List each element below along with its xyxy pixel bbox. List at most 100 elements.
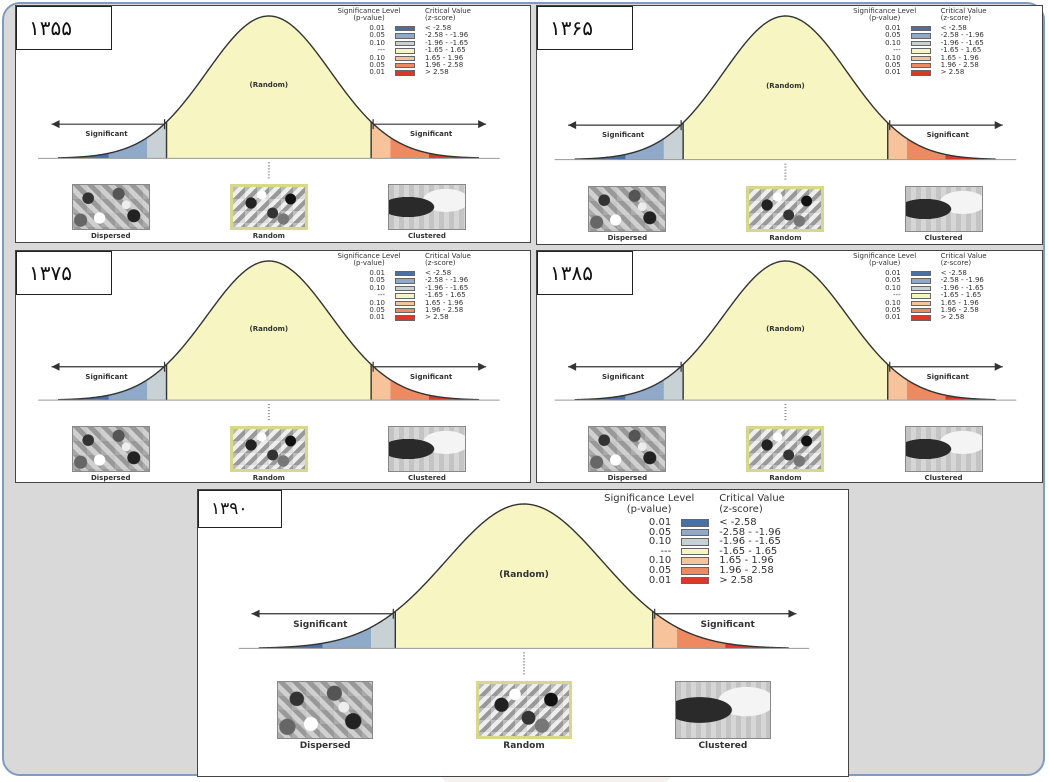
random-label: (Random) (249, 81, 289, 90)
dispersed-label: Dispersed (90, 474, 131, 483)
significant-left-label: Significant (602, 131, 645, 140)
random-map-label: Random (252, 232, 285, 241)
significant-right-label: Significant (926, 131, 969, 140)
legend-zscore-header: (z-score) (425, 259, 456, 268)
legend-swatch (910, 278, 931, 284)
curve-band-2 (371, 611, 396, 649)
legend-critical-header: Critical Value (425, 252, 471, 260)
legend-zscore: -1.65 - 1.65 (425, 291, 466, 300)
legend-pvalue: 0.10 (885, 283, 901, 292)
legend-sig-header: Significance Level (337, 252, 401, 260)
curve-band-0 (574, 395, 626, 401)
legend-pvalue: 0.05 (369, 61, 386, 69)
legend-zscore: > 2.58 (425, 313, 449, 322)
clustered-label: Clustered (407, 474, 446, 483)
curve-band-3 (166, 261, 372, 401)
curve-band-6 (725, 643, 790, 649)
legend-zscore: 1.96 - 2.58 (940, 306, 979, 314)
legend-zscore: > 2.58 (940, 68, 965, 77)
legend-zscore: -1.65 - 1.65 (719, 545, 778, 557)
legend-swatch (681, 538, 710, 546)
significant-left-label: Significant (602, 372, 645, 381)
significant-left-label: Significant (293, 619, 348, 630)
random-map (746, 426, 825, 473)
legend-critical-header: Critical Value (425, 7, 471, 15)
arrowhead-left (51, 362, 60, 371)
curve-outline (574, 15, 996, 160)
legend-sig-header: Significance Level (604, 493, 695, 504)
legend-swatch (910, 63, 931, 69)
curve-outline (258, 503, 789, 649)
curve-band-3 (166, 16, 372, 159)
curve-band-4 (887, 122, 907, 160)
curve-band-0 (58, 153, 109, 159)
significant-right-label: Significant (926, 372, 969, 381)
legend-pvalue-header: (p-value) (868, 259, 901, 268)
legend-pvalue: 0.10 (648, 555, 672, 567)
random-label: (Random) (249, 324, 289, 333)
curve-band-6 (945, 395, 997, 401)
dispersed-label: Dispersed (607, 233, 648, 242)
legend-zscore: -2.58 - -1.96 (719, 526, 781, 538)
legend-swatch (395, 278, 416, 284)
legend-pvalue: 0.01 (885, 24, 901, 32)
significance-legend: Significance Level (p-value) Critical Valu… (323, 252, 528, 325)
legend-zscore-header: (z-score) (425, 14, 456, 23)
legend-swatch (681, 557, 710, 565)
curve-band-2 (663, 122, 684, 160)
arrowhead-left (568, 121, 577, 130)
random-label: (Random) (766, 324, 805, 333)
legend-pvalue: 0.01 (369, 269, 386, 277)
curve-band-2 (147, 364, 167, 401)
arrowhead-left (251, 609, 260, 618)
normal-curve-graphic (554, 260, 1017, 423)
clustered-map (674, 680, 771, 739)
legend-pvalue: --- (893, 46, 901, 55)
legend-zscore: 1.65 - 1.96 (940, 53, 979, 62)
arrowhead-right (994, 362, 1003, 371)
legend-zscore: > 2.58 (425, 68, 449, 77)
legend-swatch (910, 70, 931, 76)
legend-pvalue: 0.10 (885, 298, 901, 307)
significance-legend: Significance Level (p-value) Critical Valu… (839, 252, 1040, 325)
legend-zscore-header: (z-score) (940, 14, 972, 23)
significant-left-label: Significant (85, 372, 128, 381)
legend-swatch (910, 33, 931, 39)
random-map (229, 426, 308, 473)
arrowhead-right (788, 609, 797, 618)
curve-band-2 (663, 364, 684, 401)
legend-critical-header: Critical Value (940, 252, 987, 260)
hotspot-panel-2: (Random) Significant Significant Dispersed R… (536, 5, 1043, 245)
legend-zscore: -2.58 - -1.96 (425, 276, 469, 285)
year-label: ۱۳۷۵ (16, 251, 112, 295)
legend-zscore: > 2.58 (940, 313, 965, 322)
curve-band-6 (428, 153, 480, 159)
legend-pvalue: 0.05 (369, 276, 386, 285)
legend-pvalue-header: (p-value) (868, 14, 901, 23)
curve-band-3 (683, 16, 888, 160)
legend-sig-header: Significance Level (853, 7, 917, 15)
legend-zscore: 1.65 - 1.96 (425, 53, 464, 62)
curve-band-4 (371, 121, 391, 159)
legend-swatch (681, 547, 710, 556)
normal-curve-graphic (38, 260, 500, 423)
curve-band-4 (887, 364, 907, 401)
legend-swatch (910, 315, 931, 321)
legend-pvalue-header: (p-value) (353, 14, 385, 23)
legend-swatch (910, 26, 931, 32)
legend-pvalue-header: (p-value) (353, 259, 385, 268)
random-map-label: Random (769, 474, 802, 483)
legend-pvalue: 0.01 (648, 517, 672, 528)
legend-swatch (681, 519, 710, 527)
year-label: ۱۳۶۵ (537, 6, 633, 50)
legend-zscore: -1.65 - 1.65 (940, 46, 982, 55)
legend-swatch (395, 293, 416, 299)
random-map-label: Random (252, 474, 285, 483)
legend-swatch (910, 271, 931, 277)
legend-swatch (395, 300, 416, 306)
significant-right-label: Significant (410, 372, 453, 381)
legend-pvalue: 0.05 (885, 31, 901, 40)
year-label: ۱۳۵۵ (16, 6, 112, 50)
random-map-label: Random (503, 740, 545, 751)
legend-swatch (910, 55, 931, 61)
